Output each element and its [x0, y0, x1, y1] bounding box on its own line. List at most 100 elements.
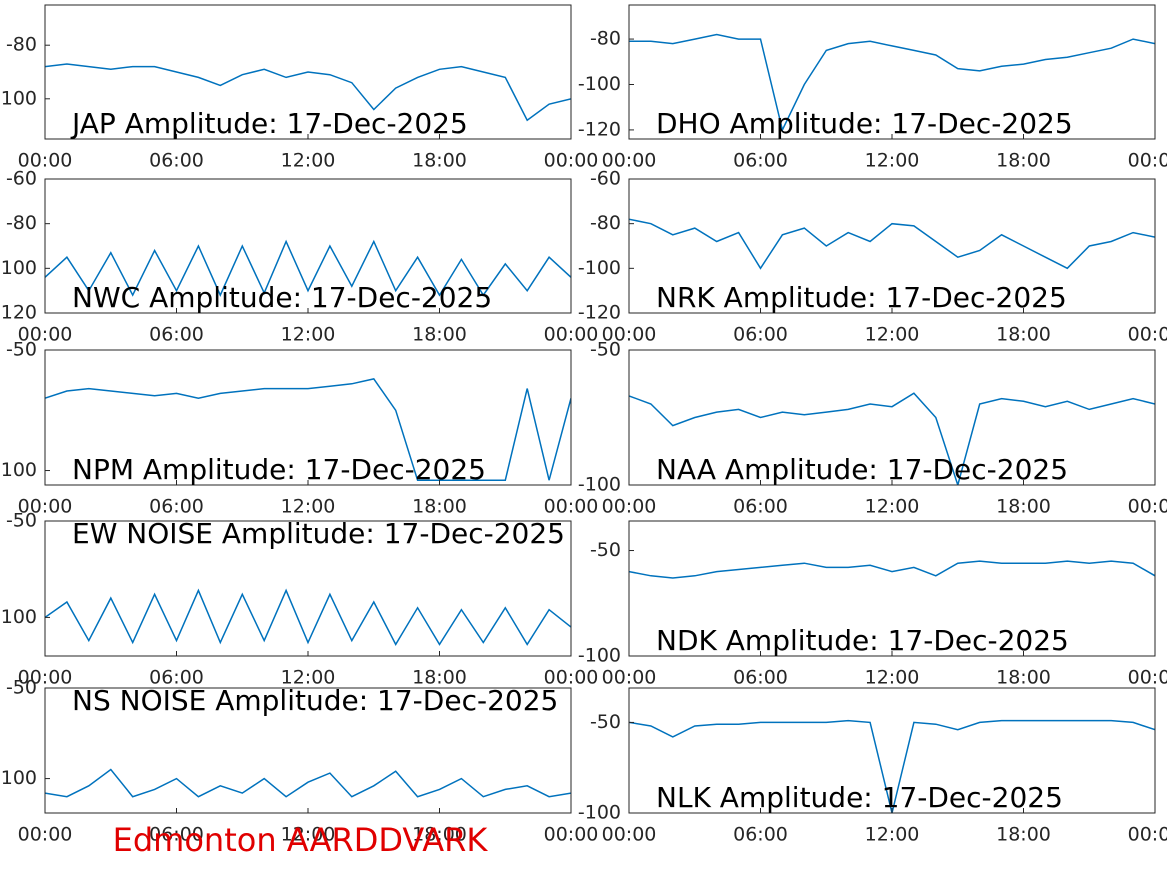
x-tick-label: 12:00 — [281, 667, 336, 689]
y-tick-label: -100 — [0, 257, 37, 279]
x-tick-label: 12:00 — [865, 324, 920, 346]
series-line — [629, 392, 1155, 485]
y-tick-label: -50 — [6, 510, 37, 532]
x-tick-label: 00:00 — [602, 496, 657, 518]
chart: 00:00 06:00 12:00 18:00 00:00 -100 -50 NS NOISE… — [0, 677, 598, 846]
chart-title: NAA Amplitude: 17-Dec-2025 — [656, 453, 1068, 486]
x-tick-label: 18:00 — [412, 824, 467, 846]
y-tick-label: -120 — [578, 118, 621, 140]
chart-title: NWC Amplitude: 17-Dec-2025 — [72, 281, 492, 314]
y-tick-label: -80 — [6, 212, 37, 234]
x-tick-label: 00:00 — [602, 324, 657, 346]
x-tick-label: 00:00 — [544, 496, 599, 518]
y-tick-label: -100 — [578, 474, 621, 496]
y-tick-label: -50 — [6, 677, 37, 699]
x-tick-label: 00:00 — [544, 324, 599, 346]
x-tick-label: 00:00 — [1128, 496, 1167, 518]
plot-area — [45, 688, 571, 813]
y-tick-label: -80 — [6, 34, 37, 56]
chart: 00:0006:0012:0018:0000:00-120-100-80-60N… — [578, 168, 1167, 346]
x-tick-label: 00:00 — [18, 150, 73, 172]
x-tick-label: 12:00 — [865, 824, 920, 846]
y-tick-label: -120 — [578, 302, 621, 324]
series-line — [45, 239, 571, 297]
y-tick-label: -50 — [6, 339, 37, 361]
y-tick-label: -100 — [578, 645, 621, 667]
series-line — [45, 63, 571, 122]
x-tick-label: 12:00 — [865, 496, 920, 518]
y-tick-label: -100 — [578, 802, 621, 824]
x-tick-label: 18:00 — [412, 667, 467, 689]
x-tick-label: 00:00 — [18, 324, 73, 346]
x-tick-label: 18:00 — [996, 324, 1051, 346]
x-tick-label: 00:00 — [18, 667, 73, 689]
x-tick-label: 18:00 — [996, 150, 1051, 172]
series-line — [629, 33, 1155, 133]
series-line — [45, 378, 571, 481]
x-tick-label: 18:00 — [412, 150, 467, 172]
x-tick-label: 00:00 — [18, 496, 73, 518]
x-tick-label: 00:00 — [1128, 150, 1167, 172]
x-tick-label: 12:00 — [281, 150, 336, 172]
chart: 00:00 06:00 12:00 18:00 00:00 -120 -100 -80 DHO … — [578, 4, 1167, 172]
x-tick-label: 00:00 — [602, 824, 657, 846]
chart-title: EW NOISE Amplitude: 17-Dec-2025 — [72, 517, 565, 550]
x-tick-label: 12:00 — [281, 496, 336, 518]
y-tick-label: -120 — [0, 302, 37, 324]
plot-area — [629, 521, 1155, 656]
x-tick-label: 00:00 — [1128, 324, 1167, 346]
series-line — [45, 768, 571, 798]
chart-title: NRK Amplitude: 17-Dec-2025 — [656, 281, 1067, 314]
y-tick-label: -100 — [0, 606, 37, 628]
x-tick-label: 06:00 — [733, 667, 788, 689]
plot-area — [45, 521, 571, 656]
series-line — [45, 588, 571, 646]
y-tick-label: -50 — [590, 339, 621, 361]
x-tick-label: 12:00 — [865, 150, 920, 172]
y-tick-label: -100 — [0, 767, 37, 789]
plot-area — [629, 5, 1155, 139]
series-line — [629, 218, 1155, 270]
x-tick-label: 12:00 — [281, 824, 336, 846]
x-tick-label: 06:00 — [733, 496, 788, 518]
x-tick-label: 06:00 — [149, 496, 204, 518]
y-tick-label: -100 — [578, 73, 621, 95]
chart-title: NS NOISE Amplitude: 17-Dec-2025 — [72, 684, 558, 717]
chart: 00:0006:0012:0018:0000:00-120-100-80-60N… — [0, 168, 598, 346]
x-tick-label: 00:00 — [602, 667, 657, 689]
x-tick-label: 06:00 — [733, 324, 788, 346]
chart: 00:00 06:00 12:00 18:00 00:00 -100 -50 EW NOISE… — [0, 510, 598, 689]
x-tick-label: 18:00 — [996, 667, 1051, 689]
x-tick-label: 06:00 — [149, 824, 204, 846]
x-tick-label: 00:00 — [1128, 667, 1167, 689]
x-tick-label: 00:00 — [544, 150, 599, 172]
x-tick-label: 18:00 — [996, 496, 1051, 518]
x-tick-label: 12:00 — [281, 324, 336, 346]
series-line — [629, 719, 1155, 813]
x-tick-label: 06:00 — [149, 150, 204, 172]
y-tick-label: -100 — [578, 257, 621, 279]
chart-title: NPM Amplitude: 17-Dec-2025 — [72, 453, 486, 486]
series-line — [629, 560, 1155, 579]
x-tick-label: 06:00 — [733, 824, 788, 846]
y-tick-label: -50 — [590, 539, 621, 561]
x-tick-label: 00:00 — [18, 824, 73, 846]
plot-area — [629, 179, 1155, 313]
plot-area — [45, 350, 571, 485]
x-tick-label: 12:00 — [865, 667, 920, 689]
y-tick-label: -60 — [6, 168, 37, 190]
chart-title: JAP Amplitude: 17-Dec-2025 — [70, 107, 468, 140]
x-tick-label: 00:00 — [602, 150, 657, 172]
chart: 00:00 06:00 12:00 18:00 00:00 -100 -80 JAP Ampl… — [0, 4, 599, 172]
chart-title: DHO Amplitude: 17-Dec-2025 — [656, 107, 1073, 140]
x-tick-label: 18:00 — [412, 496, 467, 518]
y-tick-label: -100 — [0, 87, 37, 109]
y-tick-label: -50 — [590, 711, 621, 733]
x-tick-label: 00:00 — [544, 824, 599, 846]
y-tick-label: -80 — [590, 212, 621, 234]
x-tick-label: 18:00 — [412, 324, 467, 346]
y-tick-label: -100 — [0, 459, 37, 481]
